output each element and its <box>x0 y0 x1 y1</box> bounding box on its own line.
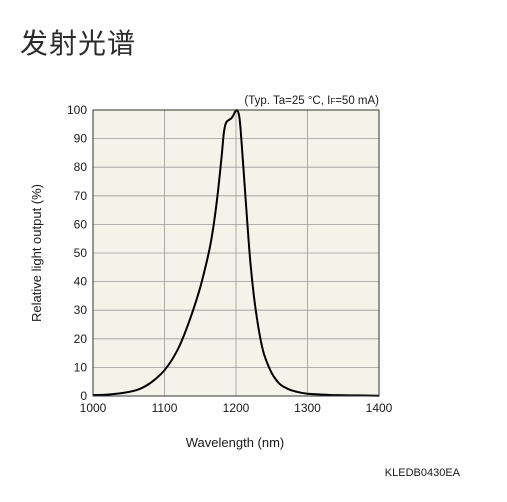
annotation-subscript: F <box>330 97 335 106</box>
plot-frame <box>92 109 380 397</box>
y-tick-label: 0 <box>80 389 87 403</box>
x-tick-label: 1300 <box>294 401 321 415</box>
y-tick-label: 60 <box>74 217 88 231</box>
page-title: 发射光谱 <box>20 27 137 60</box>
x-axis-tick-labels: 1000 1100 1200 1300 1400 <box>80 401 393 415</box>
x-axis-title: Wavelength (nm) <box>186 435 285 450</box>
y-tick-label: 20 <box>74 332 88 346</box>
y-tick-label: 10 <box>74 360 88 374</box>
y-tick-label: 50 <box>74 246 88 260</box>
figure-code: KLEDB0430EA <box>385 467 461 479</box>
conditions-annotation: (Typ. Ta=25 °C, IF=50 mA) <box>244 95 379 107</box>
y-tick-label: 70 <box>74 189 88 203</box>
x-tick-label: 1000 <box>80 401 107 415</box>
x-tick-label: 1200 <box>223 401 250 415</box>
annotation-suffix: =50 mA) <box>335 95 379 107</box>
annotation-prefix: (Typ. Ta=25 °C, I <box>244 95 330 107</box>
y-tick-label: 90 <box>74 132 88 146</box>
y-axis-tick-labels: 0 10 20 30 40 50 60 70 80 90 100 <box>67 103 87 403</box>
x-tick-label: 1100 <box>152 401 178 415</box>
y-axis-title: Relative light output (%) <box>29 184 44 322</box>
y-tick-label: 30 <box>74 303 88 317</box>
y-tick-label: 100 <box>67 103 87 117</box>
x-tick-label: 1400 <box>366 401 393 415</box>
series-line <box>92 109 380 397</box>
y-tick-label: 80 <box>74 160 88 174</box>
y-tick-label: 40 <box>74 275 88 289</box>
